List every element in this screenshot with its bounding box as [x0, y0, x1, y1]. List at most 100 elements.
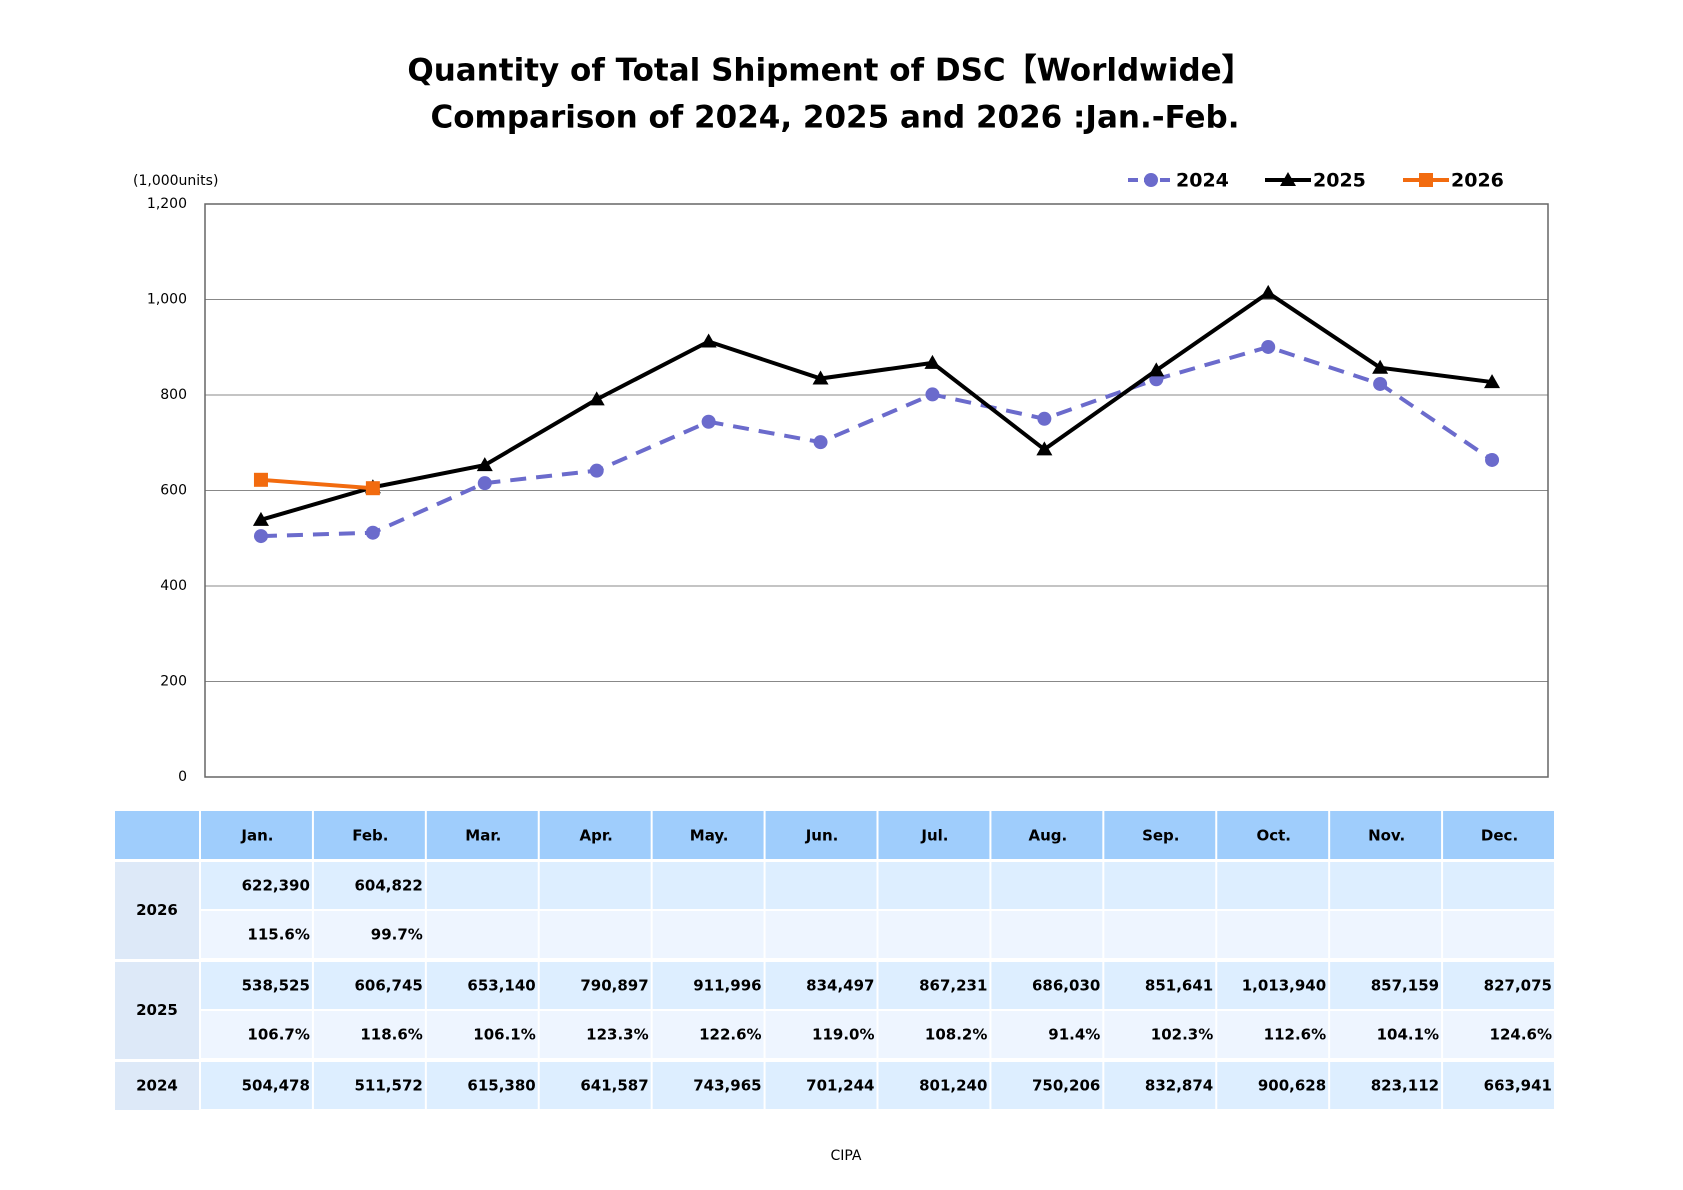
- marker: [589, 463, 604, 478]
- table-cell: [201, 862, 312, 909]
- y-tick-label: 1,200: [147, 196, 187, 212]
- marker: [365, 525, 380, 540]
- marker: [924, 354, 941, 369]
- table-value: 750,206: [1032, 1077, 1100, 1095]
- table-header: Mar.: [465, 827, 501, 845]
- marker: [701, 414, 716, 429]
- y-tick-label: 200: [160, 674, 187, 690]
- row-label: 2026: [136, 901, 178, 919]
- table-cell: [1104, 911, 1216, 958]
- marker: [1373, 376, 1388, 391]
- table-cell: [1104, 862, 1216, 909]
- table-cell: [1104, 962, 1216, 1009]
- marker: [813, 435, 828, 450]
- table-cell: [426, 811, 538, 859]
- table-header: May.: [690, 827, 729, 845]
- table-value: 538,525: [242, 977, 310, 995]
- table-cell: [1217, 1062, 1329, 1109]
- marker: [1261, 339, 1276, 354]
- table-cell: [1443, 1062, 1554, 1109]
- table-value: 115.6%: [247, 926, 309, 944]
- table-cell: [426, 911, 538, 958]
- marker: [1144, 173, 1158, 187]
- table-cell: [1104, 811, 1216, 859]
- table-value: 604,822: [355, 877, 423, 895]
- table-header: Oct.: [1256, 827, 1291, 845]
- table-value: 106.1%: [473, 1026, 535, 1044]
- table-header: Dec.: [1481, 827, 1518, 845]
- y-tick-label: 0: [178, 769, 187, 785]
- table-value: 653,140: [467, 977, 535, 995]
- table-cell: [426, 1062, 538, 1109]
- table-value: 743,965: [693, 1077, 761, 1095]
- table-value: 124.6%: [1490, 1026, 1552, 1044]
- table-header: Jun.: [805, 827, 839, 845]
- table-value: 1,013,940: [1242, 977, 1326, 995]
- table-value: 123.3%: [586, 1026, 648, 1044]
- table-cell: [765, 962, 877, 1009]
- y-axis-label: (1,000units): [133, 173, 218, 189]
- marker: [365, 481, 380, 496]
- legend-label: 2024: [1176, 170, 1229, 192]
- table-cell: [878, 811, 990, 859]
- table-cell: [201, 811, 312, 859]
- row-label: 2025: [136, 1001, 178, 1019]
- table-header: Feb.: [352, 827, 388, 845]
- table-value: 615,380: [467, 1077, 535, 1095]
- table-cell: [115, 962, 199, 1059]
- table-cell: [652, 1062, 764, 1109]
- table-cell: [1330, 1011, 1442, 1058]
- table-value: 104.1%: [1377, 1026, 1439, 1044]
- table-cell: [313, 811, 425, 859]
- table-value: 832,874: [1145, 1077, 1213, 1095]
- table-value: 112.6%: [1264, 1026, 1326, 1044]
- table-header: Jul.: [920, 827, 948, 845]
- table-cell: [1330, 1062, 1442, 1109]
- table-value: 834,497: [806, 977, 874, 995]
- table-value: 106.7%: [247, 1026, 309, 1044]
- table-value: 801,240: [919, 1077, 987, 1095]
- table-value: 122.6%: [699, 1026, 761, 1044]
- table-cell: [1104, 1011, 1216, 1058]
- table-cell: [313, 862, 425, 909]
- legend-label: 2025: [1313, 170, 1366, 192]
- table-cell: [878, 1062, 990, 1109]
- marker: [1037, 411, 1052, 426]
- table-cell: [991, 862, 1103, 909]
- marker: [1484, 374, 1501, 389]
- table-cell: [115, 811, 199, 859]
- table-value: 119.0%: [812, 1026, 874, 1044]
- table-value: 606,745: [355, 977, 423, 995]
- table-value: 118.6%: [360, 1026, 422, 1044]
- table-cell: [313, 1062, 425, 1109]
- table-value: 827,075: [1484, 977, 1552, 995]
- table-cell: [652, 911, 764, 958]
- marker: [1372, 359, 1389, 374]
- marker: [1485, 452, 1500, 467]
- table-cell: [1443, 962, 1554, 1009]
- chart-subtitle: Comparison of 2024, 2025 and 2026 :Jan.-…: [431, 100, 1240, 136]
- table-cell: [1330, 862, 1442, 909]
- marker: [925, 387, 940, 402]
- table-cell: [539, 911, 651, 958]
- table-cell: [878, 1011, 990, 1058]
- marker: [1419, 173, 1433, 187]
- plot-frame: [204, 203, 1549, 778]
- table-cell: [765, 862, 877, 909]
- table-cell: [426, 1011, 538, 1058]
- table-value: 663,941: [1484, 1077, 1552, 1095]
- marker: [1036, 441, 1053, 456]
- table-cell: [1330, 911, 1442, 958]
- series-line: [260, 344, 1494, 539]
- table-cell: [1104, 1062, 1216, 1109]
- y-tick-label: 800: [160, 387, 187, 403]
- table-header: Apr.: [580, 827, 613, 845]
- table-cell: [313, 911, 425, 958]
- table-cell: [539, 1062, 651, 1109]
- marker: [476, 457, 493, 472]
- table-value: 622,390: [242, 877, 310, 895]
- table-value: 701,244: [806, 1077, 874, 1095]
- table-cell: [539, 962, 651, 1009]
- table-header: Nov.: [1368, 827, 1405, 845]
